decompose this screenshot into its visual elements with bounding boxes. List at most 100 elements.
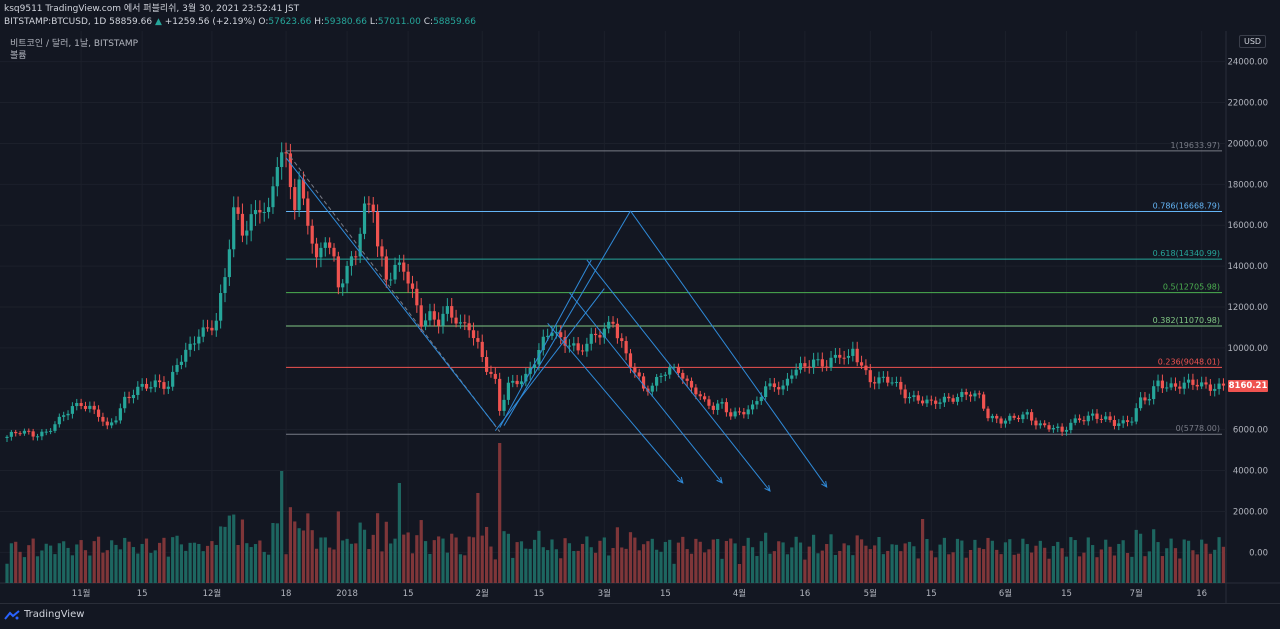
volume-bar — [345, 538, 349, 583]
volume-bar — [432, 540, 436, 583]
volume-bar — [820, 550, 824, 583]
candle-body — [415, 288, 419, 306]
candle-body — [319, 247, 323, 258]
volume-bar — [585, 536, 589, 583]
candle-body — [384, 256, 388, 280]
candle-body — [288, 153, 292, 188]
candle-body — [1069, 422, 1073, 431]
brand-label: TradingView — [24, 609, 85, 620]
candle-body — [27, 430, 31, 432]
candle-body — [1152, 386, 1156, 400]
x-tick-label: 15 — [137, 589, 148, 599]
candle-body — [938, 402, 942, 404]
header: ksq9511 TradingView.com 에서 퍼블리쉬, 3월 30, … — [4, 3, 476, 29]
candle-body — [458, 322, 463, 324]
candle-body — [1086, 415, 1090, 422]
volume-bar — [445, 552, 449, 583]
volume-bar — [903, 543, 907, 583]
x-tick-label: 4월 — [733, 588, 746, 599]
candle-body — [1099, 418, 1103, 420]
volume-bar — [764, 532, 768, 583]
volume-bar — [921, 519, 925, 583]
pattern-line — [285, 157, 496, 426]
candle-body — [397, 262, 401, 265]
volume-bar — [750, 547, 755, 583]
chart-area[interactable]: 24000.00 22000.00 20000.00 18000.00 16000.00… — [0, 31, 1280, 603]
candle-body — [546, 335, 550, 337]
candle-body — [703, 396, 707, 400]
y-tick-label: 2000.00 — [1233, 507, 1268, 517]
candle-body — [637, 372, 641, 377]
projection-arrow-head — [821, 480, 828, 488]
volume-bar — [1077, 556, 1082, 583]
volume-bar — [602, 537, 606, 583]
candle-body — [267, 207, 271, 213]
y-tick-label: 10000.00 — [1227, 344, 1268, 354]
volume-bar — [580, 543, 585, 583]
volume-bar — [349, 543, 354, 583]
currency-badge[interactable]: USD — [1239, 35, 1267, 48]
volume-bar — [57, 543, 61, 583]
volume-bar — [611, 548, 615, 583]
candle-body — [785, 378, 790, 386]
volume-bar — [1191, 550, 1195, 583]
volume-bar — [463, 555, 467, 583]
candle-body — [829, 357, 833, 368]
volume-bar — [1221, 546, 1226, 583]
volume-bar — [410, 553, 415, 583]
candle-body — [768, 383, 772, 387]
candle-body — [681, 372, 685, 379]
candle-body — [197, 336, 201, 344]
candle-body — [737, 411, 742, 413]
candle-body — [210, 327, 214, 331]
candle-body — [968, 394, 973, 397]
candle-body — [816, 359, 820, 361]
candle-body — [641, 376, 646, 389]
volume-bar — [641, 544, 646, 583]
volume-bar — [668, 539, 672, 583]
tradingview-logo-icon — [4, 609, 20, 620]
volume-bar — [960, 540, 964, 583]
volume-bar — [184, 550, 188, 583]
change-value: +1259.56 (+2.19%) — [164, 17, 256, 27]
candle-body — [380, 246, 384, 257]
volume-bar — [1016, 553, 1021, 583]
high-label: H: — [314, 17, 325, 27]
candle-body — [188, 343, 192, 350]
candle-body — [580, 350, 585, 352]
candle-body — [358, 233, 362, 257]
candle-body — [1091, 413, 1095, 416]
y-tick-label: 14000.00 — [1227, 262, 1268, 272]
candle-body — [877, 377, 881, 384]
candle-body — [53, 424, 57, 431]
volume-bar — [790, 547, 794, 583]
volume-bar — [1204, 543, 1208, 583]
brand[interactable]: TradingView — [4, 609, 84, 620]
volume-bar — [663, 541, 667, 583]
volume-bar — [171, 537, 175, 583]
candle-body — [659, 375, 663, 377]
volume-bar — [825, 544, 829, 583]
volume-bar — [358, 522, 362, 583]
current-price-tag: 8160.21 — [1228, 379, 1268, 392]
pattern-line — [499, 259, 592, 428]
candle-body — [105, 421, 109, 426]
candle-body — [650, 385, 654, 392]
candle-body — [123, 396, 127, 409]
volume-bar — [563, 538, 567, 583]
volume-bar — [868, 549, 872, 583]
candle-body — [594, 333, 598, 336]
volume-bar — [681, 536, 685, 583]
candle-body — [284, 152, 288, 154]
candle-body — [1038, 423, 1042, 426]
volume-bar — [628, 532, 633, 583]
volume-bar — [1034, 545, 1038, 583]
y-tick-label: 12000.00 — [1227, 303, 1268, 313]
volume-bar — [1086, 537, 1090, 583]
candle-body — [293, 187, 297, 211]
candle-body — [310, 225, 314, 244]
chart-canvas[interactable]: 24000.00 22000.00 20000.00 18000.00 16000.00… — [0, 31, 1280, 603]
candle-body — [184, 349, 188, 362]
volume-bar — [982, 549, 986, 583]
volume-bar — [179, 544, 183, 583]
